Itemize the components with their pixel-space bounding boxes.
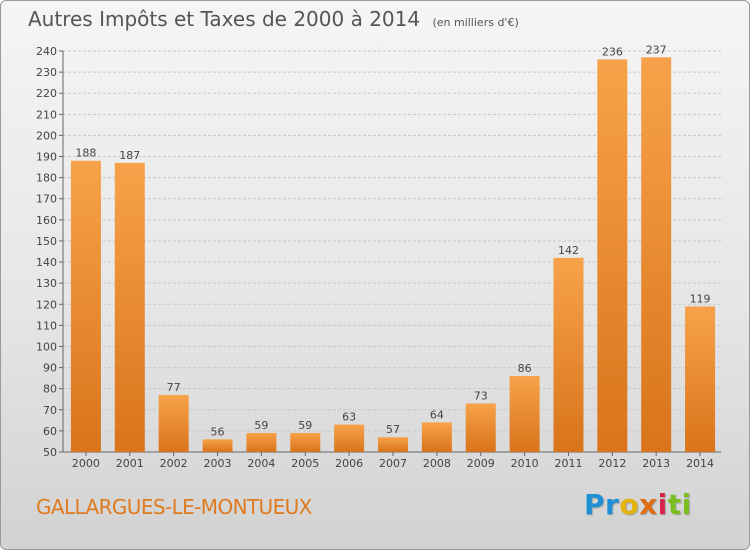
data-label: 187 xyxy=(119,149,140,162)
y-tick-label: 80 xyxy=(43,383,57,396)
y-tick-label: 210 xyxy=(36,108,57,121)
x-tick-label: 2001 xyxy=(116,457,144,470)
data-label: 73 xyxy=(474,389,488,402)
bar xyxy=(553,257,584,452)
data-label: 59 xyxy=(254,419,268,432)
y-tick-label: 90 xyxy=(43,362,57,375)
bar xyxy=(114,162,145,452)
data-label: 57 xyxy=(386,423,400,436)
logo-part-3: x xyxy=(639,488,658,521)
x-tick-label: 2002 xyxy=(160,457,188,470)
logo-part-1: Pr xyxy=(584,488,620,521)
y-tick-label: 70 xyxy=(43,404,57,417)
y-tick-label: 110 xyxy=(36,319,57,332)
data-label: 59 xyxy=(298,419,312,432)
data-label: 64 xyxy=(430,408,444,421)
bar xyxy=(70,160,101,452)
y-tick-label: 50 xyxy=(43,446,57,459)
logo-part-2: o xyxy=(619,488,640,521)
y-tick-label: 150 xyxy=(36,235,57,248)
commune-name: GALLARGUES-LE-MONTUEUX xyxy=(36,495,312,519)
y-tick-label: 170 xyxy=(36,193,57,206)
bar xyxy=(202,439,233,452)
bar xyxy=(246,433,277,452)
bar xyxy=(509,376,540,452)
bar xyxy=(421,422,452,452)
data-label: 188 xyxy=(75,147,96,160)
bar xyxy=(465,403,496,452)
bar xyxy=(334,424,365,452)
bar xyxy=(378,437,408,452)
bar xyxy=(158,395,189,452)
data-label: 63 xyxy=(342,411,356,424)
data-label: 56 xyxy=(211,425,225,438)
bar xyxy=(597,59,628,452)
x-tick-label: 2013 xyxy=(642,457,670,470)
x-tick-label: 2010 xyxy=(511,457,539,470)
y-tick-label: 180 xyxy=(36,172,57,185)
y-tick-label: 100 xyxy=(36,340,57,353)
y-tick-label: 140 xyxy=(36,256,57,269)
data-label: 236 xyxy=(602,45,623,58)
x-tick-label: 2000 xyxy=(72,457,100,470)
proxiti-logo: Proxiti xyxy=(584,488,692,521)
y-tick-label: 60 xyxy=(43,425,57,438)
y-tick-label: 120 xyxy=(36,298,57,311)
data-label: 237 xyxy=(646,43,667,56)
x-tick-label: 2004 xyxy=(247,457,275,470)
logo-part-5: ti xyxy=(667,488,692,521)
bar xyxy=(290,433,321,452)
x-tick-label: 2005 xyxy=(291,457,319,470)
y-tick-label: 240 xyxy=(36,45,57,58)
x-tick-label: 2009 xyxy=(467,457,495,470)
y-tick-label: 190 xyxy=(36,151,57,164)
x-tick-label: 2011 xyxy=(554,457,582,470)
data-label: 77 xyxy=(167,381,181,394)
y-tick-label: 220 xyxy=(36,87,57,100)
bar xyxy=(685,306,716,452)
x-tick-label: 2003 xyxy=(204,457,232,470)
logo-part-4: i xyxy=(657,488,668,521)
y-tick-label: 130 xyxy=(36,277,57,290)
y-tick-label: 230 xyxy=(36,66,57,79)
y-tick-label: 160 xyxy=(36,214,57,227)
x-tick-label: 2008 xyxy=(423,457,451,470)
x-tick-label: 2012 xyxy=(598,457,626,470)
chart-title: Autres Impôts et Taxes de 2000 à 2014 (e… xyxy=(28,7,519,31)
x-tick-label: 2007 xyxy=(379,457,407,470)
data-label: 142 xyxy=(558,244,579,257)
x-tick-label: 2014 xyxy=(686,457,714,470)
chart-subtitle: (en milliers d'€) xyxy=(432,16,519,29)
chart-title-text: Autres Impôts et Taxes de 2000 à 2014 xyxy=(28,7,421,31)
bar xyxy=(641,57,672,453)
y-tick-label: 200 xyxy=(36,129,57,142)
data-label: 119 xyxy=(690,292,711,305)
data-label: 86 xyxy=(518,362,532,375)
x-tick-label: 2006 xyxy=(335,457,363,470)
